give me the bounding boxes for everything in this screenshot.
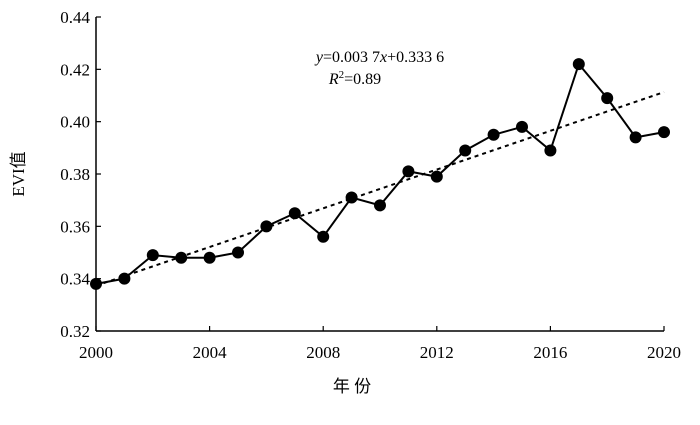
x-tick-label: 2004 [193, 343, 228, 362]
x-tick-label: 2008 [306, 343, 340, 362]
data-point [487, 128, 500, 141]
x-tick-label: 2016 [533, 343, 567, 362]
r-part: R [328, 71, 339, 88]
x-tick-label: 2020 [647, 343, 681, 362]
eq-part: =0.003 7 [323, 49, 380, 66]
data-point [516, 120, 528, 133]
data-point [260, 220, 273, 233]
data-point [459, 144, 472, 157]
data-point [402, 165, 415, 178]
data-point [118, 272, 131, 285]
data-point [629, 131, 642, 144]
data-point [572, 58, 585, 71]
x-tick-label: 2012 [420, 343, 454, 362]
data-point [430, 170, 443, 183]
data-point [146, 249, 159, 262]
y-tick-label: 0.34 [60, 270, 90, 289]
data-point [203, 251, 216, 264]
series-line [95, 62, 665, 285]
data-point [175, 251, 188, 264]
r-part: =0.89 [344, 71, 381, 88]
y-axis-label: EVI值 [9, 151, 28, 196]
data-point [90, 277, 102, 290]
y-tick-label: 0.42 [60, 60, 90, 79]
equation: y=0.003 7x+0.333 6 [314, 49, 444, 66]
data-point [374, 199, 386, 212]
data-point [288, 207, 301, 220]
y-tick-label: 0.40 [60, 113, 90, 132]
eq-part: x [379, 49, 387, 66]
data-point [601, 92, 614, 105]
eq-part: y [314, 49, 324, 66]
data-point [658, 126, 670, 139]
y-tick-label: 0.32 [60, 322, 90, 341]
r-squared: R2=0.89 [328, 69, 381, 88]
eq-part: +0.333 6 [387, 49, 444, 66]
data-point [232, 246, 244, 259]
x-tick-label: 2000 [79, 343, 113, 362]
data-point [317, 230, 330, 243]
y-tick-label: 0.36 [60, 217, 90, 236]
data-point [345, 191, 358, 204]
r-part: 2 [339, 69, 345, 81]
data-point [544, 144, 557, 157]
y-tick-label: 0.38 [60, 165, 90, 184]
x-axis-label: 年 份 [333, 377, 371, 396]
y-tick-label: 0.44 [60, 8, 90, 27]
